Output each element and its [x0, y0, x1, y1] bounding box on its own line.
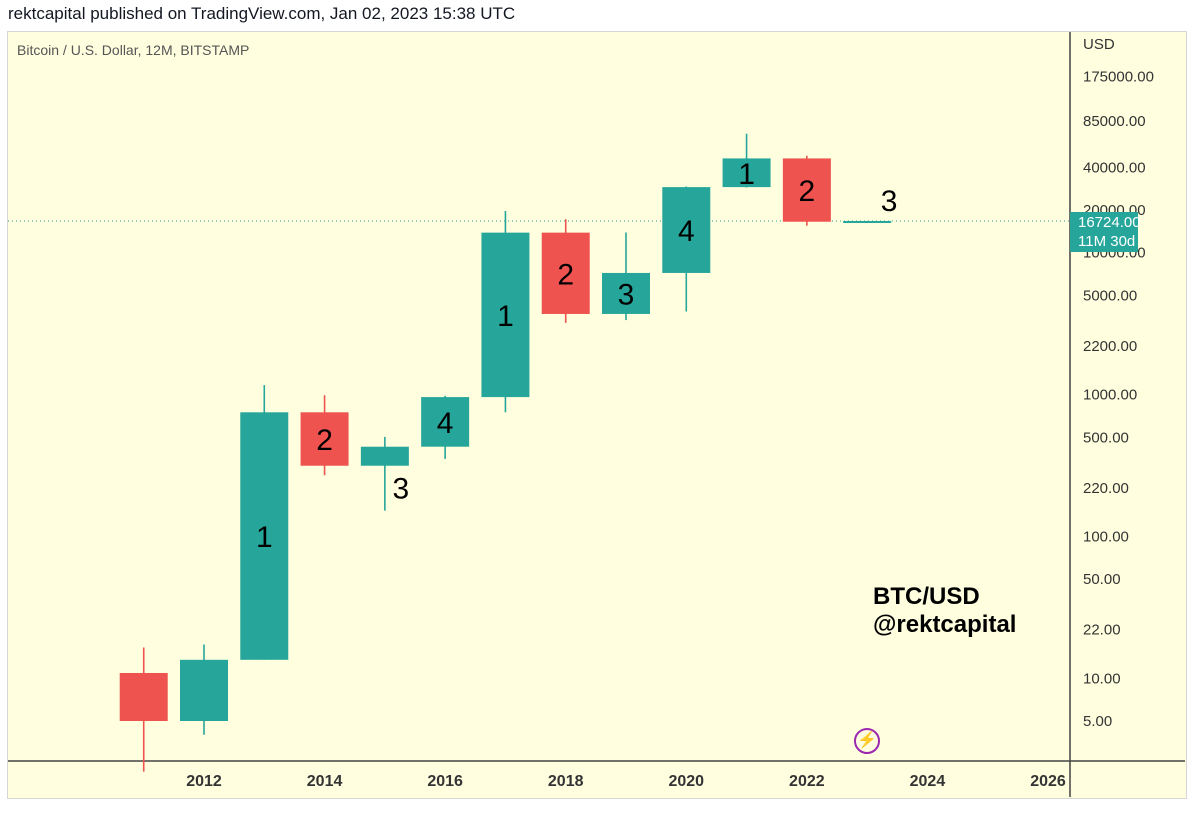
y-tick-label: 85000.00 — [1083, 113, 1146, 130]
x-tick-label: 2016 — [427, 773, 463, 790]
lightning-icon[interactable]: ⚡ — [854, 728, 880, 754]
candle-body — [180, 659, 228, 721]
candle-2021 — [722, 133, 771, 188]
cycle-label: 1 — [256, 521, 273, 554]
y-tick-label: 100.00 — [1083, 528, 1129, 545]
candle-2017 — [481, 211, 530, 413]
y-tick-label: 5.00 — [1083, 713, 1112, 730]
publish-line: rektcapital published on TradingView.com… — [8, 4, 516, 23]
candle-body — [300, 412, 349, 466]
cycle-label: 2 — [799, 175, 816, 208]
last-price-value: 16724.00 — [1078, 214, 1141, 231]
currency-label: USD — [1083, 36, 1115, 53]
candle-2015 — [360, 436, 409, 511]
x-tick-label: 2018 — [548, 773, 584, 790]
candle-2023 — [843, 220, 892, 224]
x-tick-label: 2014 — [307, 773, 343, 790]
symbol-title: Bitcoin / U.S. Dollar, 12M, BITSTAMP — [17, 42, 250, 58]
candle-2022 — [782, 155, 831, 226]
last-price-badge: 16724.00 11M 30d — [1070, 212, 1141, 252]
candle-2011 — [119, 647, 168, 772]
bar-countdown: 11M 30d — [1078, 233, 1136, 250]
cycle-label: 3 — [393, 473, 410, 506]
watermark-author: @rektcapital — [873, 611, 1017, 638]
candle-body — [722, 158, 771, 188]
cycle-label: 1 — [738, 158, 755, 191]
candle-2018 — [541, 219, 590, 323]
candle-2014 — [300, 395, 349, 476]
y-tick-label: 5000.00 — [1083, 287, 1137, 304]
candle-2020 — [662, 186, 711, 312]
y-tick-label: 175000.00 — [1083, 68, 1154, 85]
cycle-label: 2 — [557, 258, 574, 291]
cycle-label: 4 — [437, 407, 454, 440]
candle-2019 — [602, 232, 650, 321]
y-tick-label: 50.00 — [1083, 571, 1121, 588]
y-tick-label: 1000.00 — [1083, 387, 1137, 404]
candle-body — [541, 232, 590, 314]
candle-body — [240, 412, 289, 660]
cycle-label: 3 — [881, 185, 898, 218]
y-tick-label: 500.00 — [1083, 429, 1129, 446]
x-tick-label: 2020 — [668, 773, 704, 790]
candle-body — [843, 221, 892, 224]
watermark-pair: BTC/USD — [873, 583, 980, 610]
candle-2016 — [421, 395, 470, 459]
candle-body — [782, 158, 831, 222]
cycle-label: 4 — [678, 215, 695, 248]
y-tick-label: 40000.00 — [1083, 159, 1146, 176]
cycle-label: 3 — [618, 278, 635, 311]
x-tick-label: 2026 — [1030, 773, 1066, 790]
y-tick-label: 220.00 — [1083, 480, 1129, 497]
candle-body — [421, 397, 470, 447]
candle-body — [481, 232, 530, 398]
y-tick-label: 2200.00 — [1083, 338, 1137, 355]
x-tick-label: 2024 — [910, 773, 946, 790]
cycle-label: 1 — [497, 300, 514, 333]
y-tick-label: 22.00 — [1083, 622, 1121, 639]
x-tick-label: 2022 — [789, 773, 825, 790]
candle-body — [602, 272, 650, 314]
candle-2012 — [180, 644, 228, 735]
watermark: BTC/USD @rektcapital — [873, 583, 1016, 639]
candle-body — [360, 446, 409, 466]
candle-body — [119, 672, 168, 721]
y-tick-label: 10.00 — [1083, 670, 1121, 687]
candle-body — [662, 187, 711, 273]
x-tick-label: 2012 — [186, 773, 222, 790]
cycle-label: 2 — [316, 424, 333, 457]
candle-2013 — [240, 385, 289, 660]
